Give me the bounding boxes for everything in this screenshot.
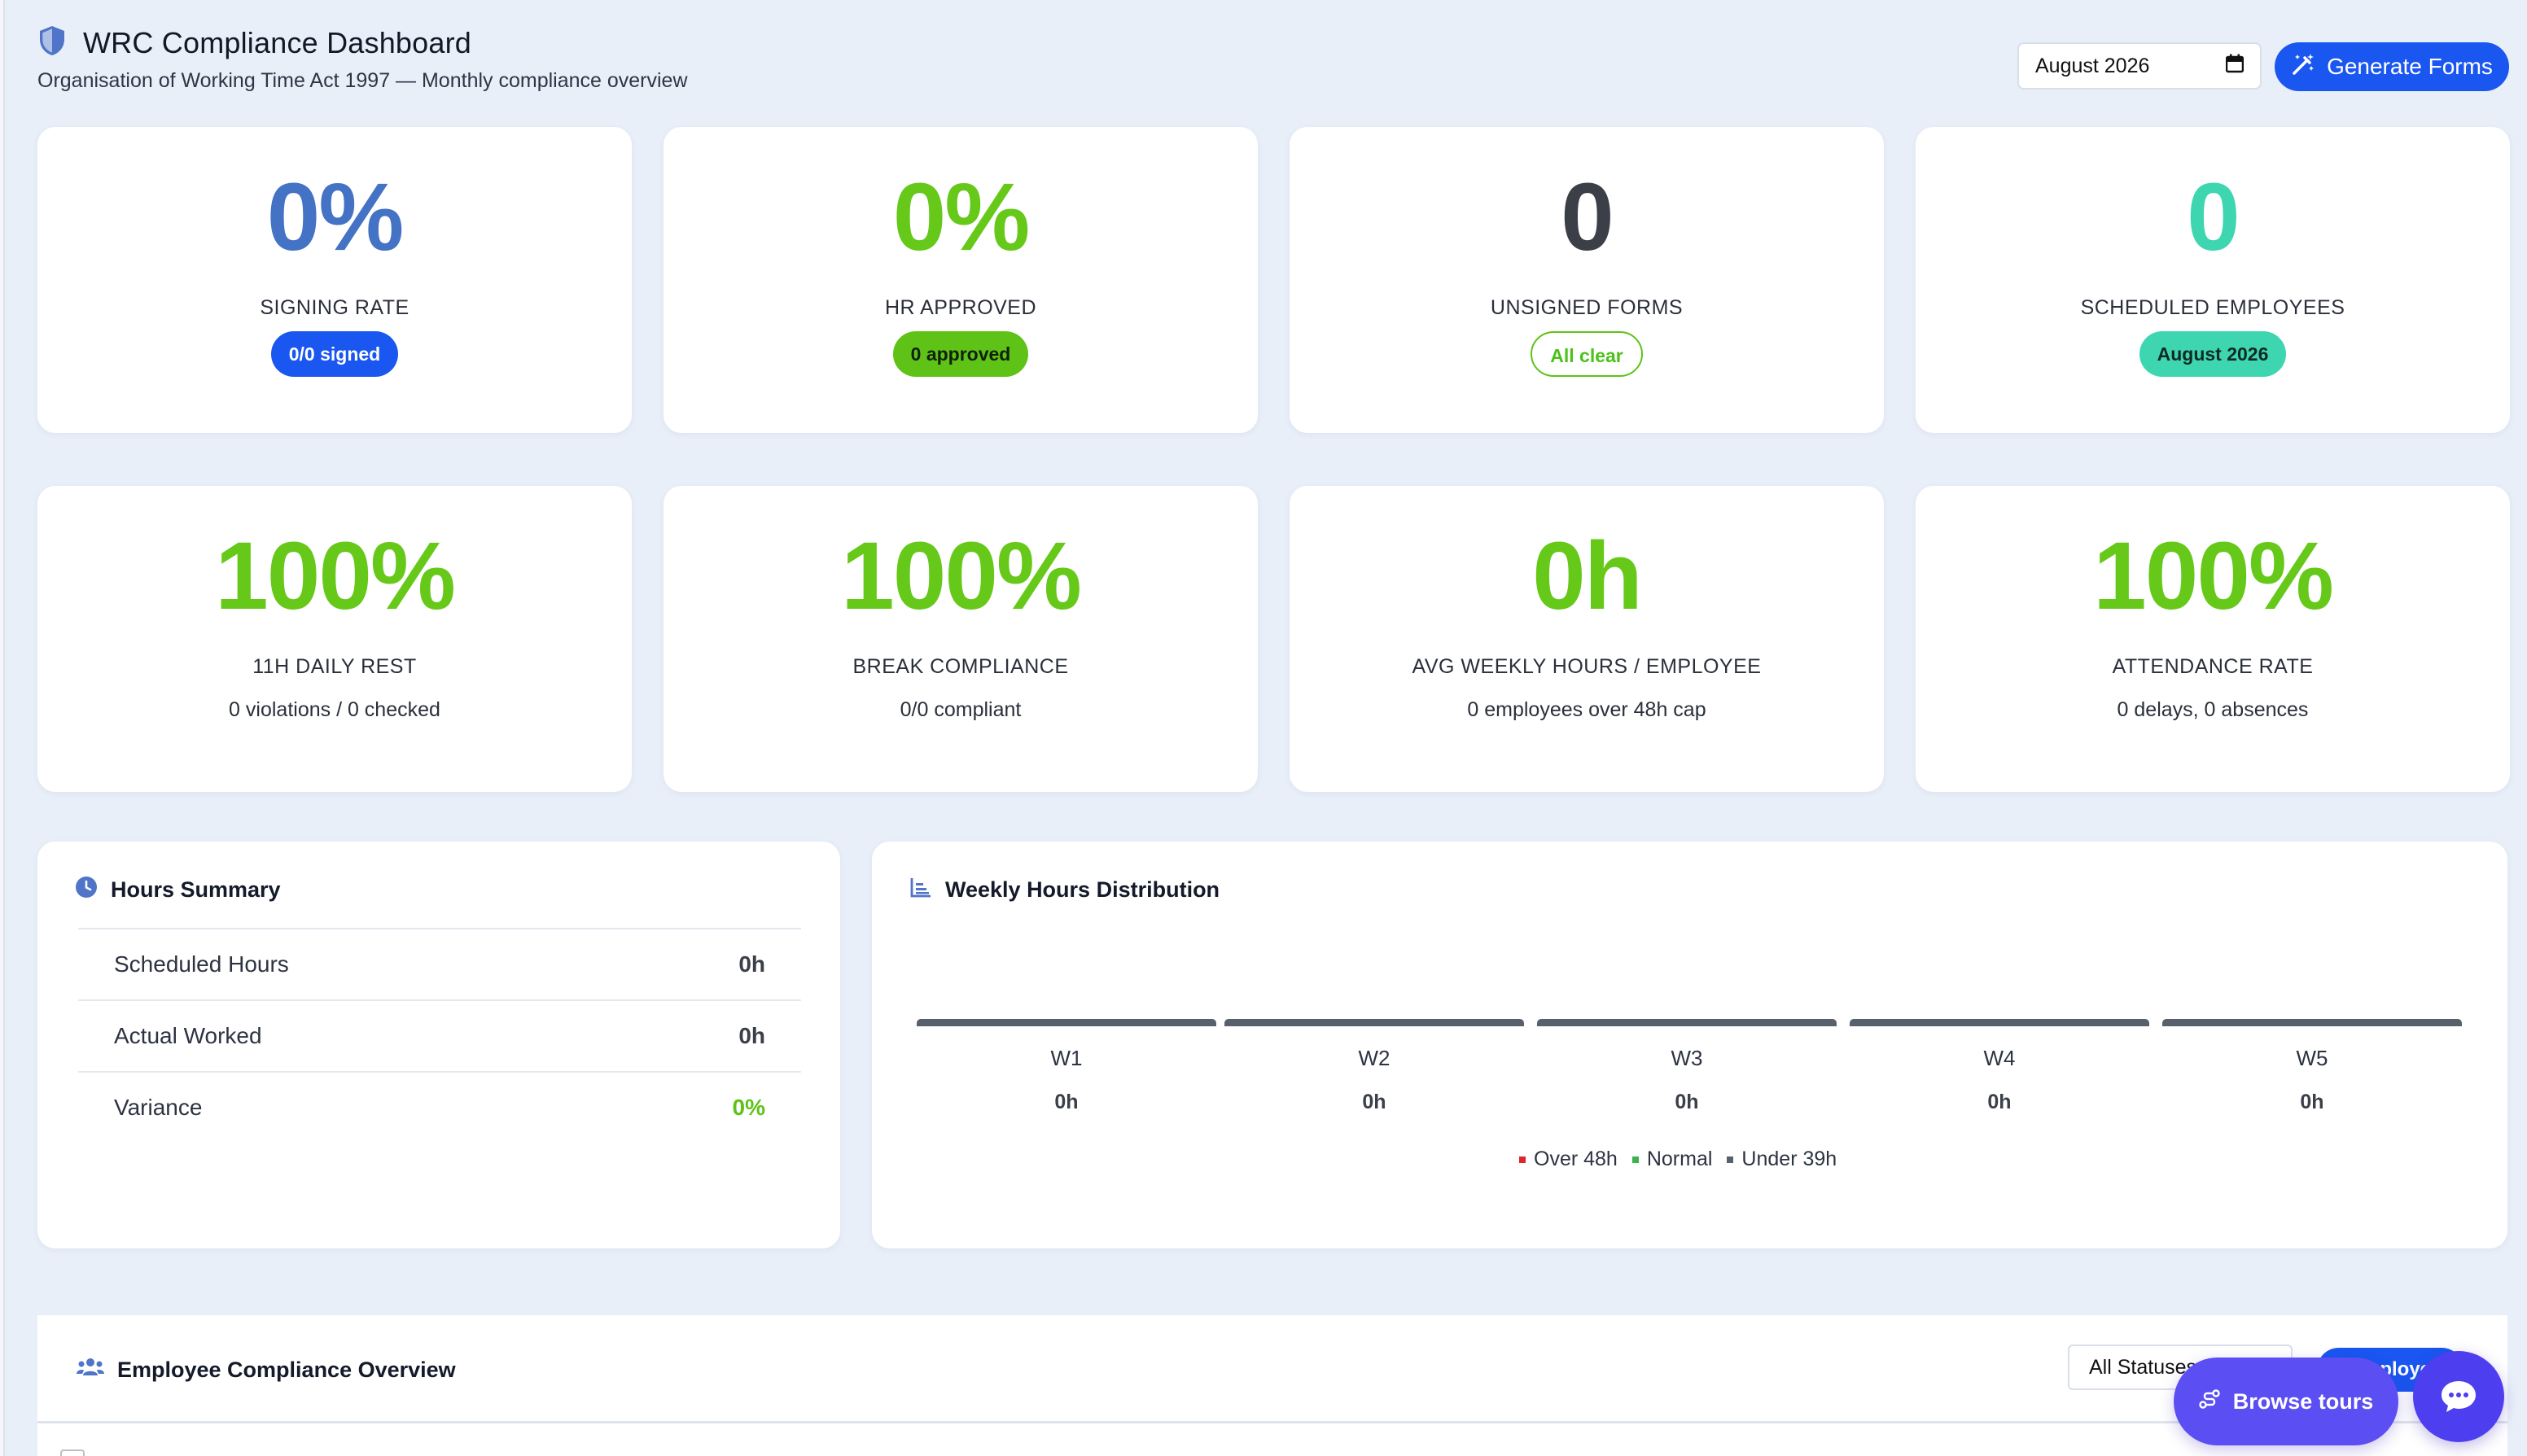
status-badge: 0/0 signed [270,331,399,377]
stat-subtext: 0/0 compliant [900,698,1022,721]
stat-card-daily-rest: 100% 11H DAILY REST 0 violations / 0 che… [37,486,632,792]
week-value: 0h [2300,1091,2324,1113]
route-icon [2199,1388,2220,1415]
stat-label: UNSIGNED FORMS [1490,296,1684,319]
stat-card-attendance-rate: 100% ATTENDANCE RATE 0 delays, 0 absence… [1916,486,2510,792]
status-badge: August 2026 [2139,331,2287,377]
bar-chart-icon [909,876,932,904]
week-bar [917,1019,1216,1026]
stat-label: AVG WEEKLY HOURS / EMPLOYEE [1412,655,1762,678]
hours-summary-panel: Hours Summary Scheduled Hours 0h Actual … [37,842,840,1248]
status-badge: All clear [1531,331,1643,377]
table-header-divider [37,1421,2507,1423]
legend-swatch [1631,1156,1639,1163]
week-column-w5: W5 0h [2162,1019,2462,1114]
stat-card-hr-approved: 0% HR APPROVED 0 approved [664,127,1258,433]
week-bar [2162,1019,2462,1026]
select-all-checkbox[interactable] [60,1449,85,1456]
stat-label: BREAK COMPLIANCE [852,655,1069,678]
week-column-w2: W2 0h [1224,1019,1524,1114]
legend-swatch [1727,1156,1734,1163]
status-badge: 0 approved [892,331,1029,377]
week-label: W1 [1050,1046,1083,1070]
chat-icon[interactable] [2413,1351,2504,1442]
week-value: 0h [1362,1091,1386,1113]
week-column-w3: W3 0h [1537,1019,1837,1114]
hours-row-scheduled: Scheduled Hours 0h [78,928,801,999]
legend-item-normal: Normal [1631,1148,1712,1171]
legend-swatch [1519,1156,1526,1163]
generate-forms-button[interactable]: Generate Forms [2275,42,2509,91]
stat-label: ATTENDANCE RATE [2112,655,2314,678]
week-value: 0h [1987,1091,2012,1113]
week-label: W5 [2296,1046,2328,1070]
calendar-icon[interactable] [2225,54,2245,79]
sidebar-edge [0,0,5,1456]
weekly-hours-panel: Weekly Hours Distribution [872,842,2507,1248]
legend-item-over: Over 48h [1519,1148,1618,1171]
week-label: W3 [1671,1046,1703,1070]
stat-value: 100% [215,522,456,630]
stat-card-avg-weekly-hours: 0h AVG WEEKLY HOURS / EMPLOYEE 0 employe… [1290,486,1884,792]
month-picker[interactable]: August 2026 [2017,42,2262,90]
stat-label: SIGNING RATE [260,296,409,319]
stat-label: SCHEDULED EMPLOYEES [2080,296,2345,319]
week-bar [1850,1019,2149,1026]
chart-legend: Over 48h Normal Under 39h [1519,1148,1837,1171]
clock-icon [75,876,98,904]
week-value: 0h [1675,1091,1699,1113]
stat-label: 11H DAILY REST [252,655,417,678]
shield-icon [37,24,67,61]
page-title: WRC Compliance Dashboard [83,25,471,59]
stat-card-unsigned-forms: 0 UNSIGNED FORMS All clear [1290,127,1884,433]
hours-row-actual: Actual Worked 0h [78,999,801,1071]
stat-subtext: 0 employees over 48h cap [1467,698,1706,721]
week-bar [1224,1019,1524,1026]
page-header: WRC Compliance Dashboard Organisation of… [37,24,688,93]
generate-forms-label: Generate Forms [2327,54,2493,79]
hours-summary-title: Hours Summary [75,876,281,904]
stat-value: 0% [266,164,405,271]
stat-label: HR APPROVED [884,296,1037,319]
week-value: 0h [1054,1091,1079,1113]
hours-row-variance: Variance 0% [78,1071,801,1143]
stat-value: 0 [1561,164,1614,271]
browse-tours-button[interactable]: Browse tours [2174,1358,2398,1445]
stat-subtext: 0 violations / 0 checked [229,698,440,721]
page-subtitle: Organisation of Working Time Act 1997 — … [37,69,688,92]
stat-value: 100% [841,522,1082,630]
employee-compliance-title: Employee Compliance Overview [77,1356,456,1384]
legend-item-under: Under 39h [1727,1148,1837,1171]
stat-subtext: 0 delays, 0 absences [2117,698,2309,721]
weekly-hours-title: Weekly Hours Distribution [909,876,1220,904]
month-picker-value: August 2026 [2035,54,2150,77]
users-icon [77,1356,104,1384]
stat-value: 0h [1532,522,1643,630]
week-label: W2 [1358,1046,1391,1070]
week-column-w1: W1 0h [917,1019,1216,1114]
stat-card-scheduled-employees: 0 SCHEDULED EMPLOYEES August 2026 [1916,127,2510,433]
magic-wand-icon [2291,52,2315,82]
week-bar [1537,1019,1837,1026]
stat-value: 100% [2093,522,2334,630]
week-label: W4 [1983,1046,2016,1070]
stat-card-break-compliance: 100% BREAK COMPLIANCE 0/0 compliant [664,486,1258,792]
stat-value: 0 [2187,164,2240,271]
stat-card-signing-rate: 0% SIGNING RATE 0/0 signed [37,127,632,433]
stat-value: 0% [892,164,1031,271]
week-column-w4: W4 0h [1850,1019,2149,1114]
